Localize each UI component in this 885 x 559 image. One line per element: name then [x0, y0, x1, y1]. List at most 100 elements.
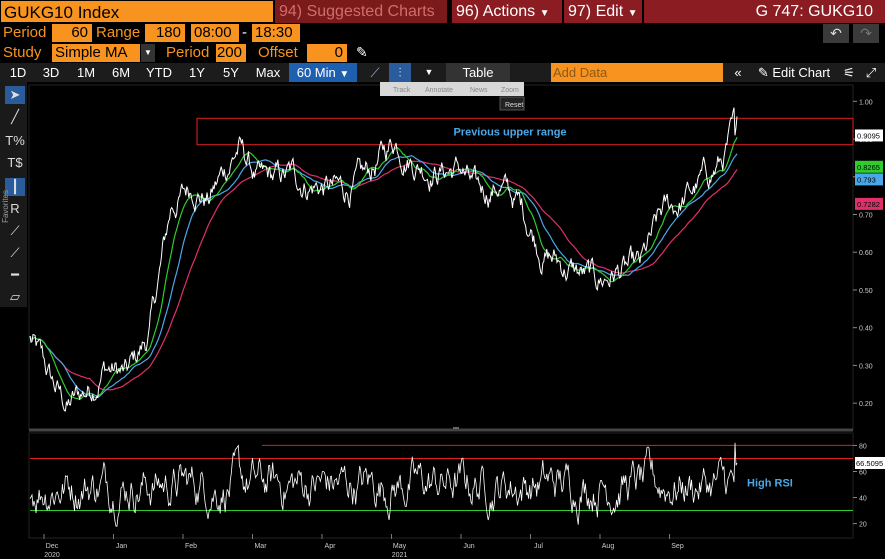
- edit-chart-label: Edit Chart: [772, 65, 831, 80]
- x-year-label: 2021: [392, 552, 408, 559]
- actions-menu[interactable]: 96) Actions ▼: [452, 0, 562, 23]
- horizontal-line-icon[interactable]: ━: [11, 267, 19, 282]
- settings-icon[interactable]: ⚟: [843, 65, 855, 80]
- rsi-tag-label: 66.5095: [856, 459, 883, 468]
- suggested-charts-menu[interactable]: 94) Suggested Charts: [275, 0, 447, 23]
- chart-type-chevron-down-icon[interactable]: ▼: [424, 67, 434, 77]
- actions-label: Actions: [482, 3, 536, 20]
- add-data-input[interactable]: Add Data: [551, 63, 723, 82]
- news-button[interactable]: News: [470, 87, 488, 94]
- edit-num: 97): [568, 3, 592, 20]
- rsi-tick-label: 20: [859, 522, 867, 529]
- chart-grid: [30, 444, 853, 512]
- study-period-input[interactable]: 200: [216, 44, 246, 62]
- reset-button[interactable]: Reset: [505, 102, 523, 109]
- price-tag-label: 0.8265: [857, 163, 880, 172]
- range-max-button[interactable]: Max: [255, 65, 281, 80]
- zoom-button[interactable]: Zoom: [501, 87, 519, 94]
- price-tag-label: 0.7282: [857, 200, 880, 209]
- ticker-input[interactable]: GUKG10 Index: [0, 0, 274, 23]
- line-chart-icon[interactable]: ⟋: [370, 65, 380, 80]
- price-tick-label: 0.70: [859, 213, 873, 220]
- actions-num: 96): [456, 3, 480, 20]
- ruler-icon[interactable]: ▱: [10, 289, 20, 304]
- interval-select[interactable]: 60 Min ▼: [289, 63, 357, 82]
- x-tick-label: Dec: [46, 543, 59, 550]
- price-tag-box: [855, 160, 883, 173]
- x-tick-label: Jul: [534, 543, 543, 550]
- offset-input[interactable]: 0: [307, 44, 347, 62]
- price-tag-box: [855, 197, 883, 210]
- chart-area[interactable]: Track Annotate News Zoom Reset Previous …: [27, 82, 885, 559]
- study-chevron-down-icon[interactable]: ▼: [141, 44, 155, 62]
- study-period-label: Period: [166, 44, 210, 61]
- chart-toolbar: 1D 3D 1M 6M YTD 1Y 5Y Max 60 Min ▼ ⟋ ⫶ ▼…: [0, 63, 885, 82]
- x-tick-label: May: [393, 543, 407, 550]
- range-input[interactable]: 180: [145, 24, 185, 42]
- page-title: G 747: GUKG10: [644, 0, 885, 23]
- trend-line-icon[interactable]: ⟋: [10, 223, 20, 238]
- rsi-tick-label: 60: [859, 469, 867, 476]
- time-start-input[interactable]: 08:00: [191, 24, 239, 42]
- x-year-label: 2020: [44, 552, 60, 559]
- edit-menu[interactable]: 97) Edit ▼: [564, 0, 642, 23]
- percent-tool-icon[interactable]: T%: [5, 133, 25, 148]
- price-tick-label: 0.20: [859, 401, 873, 408]
- range-1y-button[interactable]: 1Y: [189, 65, 205, 80]
- range-box-label: Previous upper range: [453, 127, 566, 139]
- x-tick-label: Aug: [602, 543, 615, 550]
- price-tag-box: [855, 173, 883, 186]
- edit-label: Edit: [595, 3, 624, 20]
- collapse-chevrons-icon[interactable]: «: [734, 65, 742, 80]
- rsi-annotation-label: High RSI: [747, 478, 793, 490]
- range-label: Range: [96, 24, 141, 41]
- x-tick-label: Jan: [116, 543, 127, 550]
- price-tick-label: 0.30: [859, 363, 873, 370]
- previous-upper-range-box: Previous upper range: [196, 117, 854, 146]
- study-select[interactable]: Simple MA: [52, 44, 140, 62]
- price-chart-svg[interactable]: Track Annotate News Zoom Reset Previous …: [27, 82, 885, 559]
- price-line: [29, 107, 738, 412]
- price-tag-box: [855, 129, 883, 142]
- range-1m-button[interactable]: 1M: [76, 65, 96, 80]
- pointer-icon[interactable]: ➤: [5, 86, 25, 104]
- bar-chart-icon[interactable]: ⫶: [389, 63, 411, 82]
- track-button[interactable]: Track: [393, 87, 411, 94]
- pencil-icon[interactable]: ✎: [356, 44, 368, 60]
- x-tick-label: Sep: [671, 543, 684, 550]
- table-button[interactable]: Table: [446, 63, 510, 82]
- actions-chevron-icon: ▼: [539, 8, 550, 19]
- x-tick-label: Mar: [254, 543, 267, 550]
- dollar-tool-icon[interactable]: T$: [7, 155, 23, 170]
- rsi-tag-box: [855, 456, 885, 469]
- period-label: Period: [3, 24, 47, 41]
- price-tick-label: 1.00: [859, 99, 873, 106]
- expand-icon[interactable]: ⤢: [865, 65, 877, 80]
- channel-icon[interactable]: ⟋: [10, 245, 20, 260]
- chart-axes: 1.000.900.800.700.600.500.400.300.208060…: [43, 99, 873, 559]
- redo-icon[interactable]: ↷: [853, 24, 879, 43]
- interval-label: 60 Min: [296, 65, 336, 80]
- range-3d-button[interactable]: 3D: [42, 65, 60, 80]
- line-draw-icon[interactable]: ╱: [11, 109, 19, 124]
- retracement-icon[interactable]: R: [10, 201, 20, 216]
- range-box-rect: [196, 117, 854, 146]
- annotate-button[interactable]: Annotate: [425, 87, 453, 94]
- range-ytd-button[interactable]: YTD: [146, 65, 172, 80]
- range-1d-button[interactable]: 1D: [9, 65, 27, 80]
- period-input[interactable]: 60: [52, 24, 92, 42]
- price-tick-label: 0.40: [859, 326, 873, 333]
- range-6m-button[interactable]: 6M: [111, 65, 131, 80]
- undo-icon[interactable]: ↶: [823, 24, 849, 43]
- drawing-tools-sidebar: ➤ ╱ T% T$ ┃ R ⟋ ⟋ ━ ▱: [0, 82, 30, 307]
- price-tag-label: 0.9095: [857, 131, 880, 140]
- rsi-tick-label: 80: [859, 443, 867, 450]
- vertical-line-icon[interactable]: ┃: [5, 178, 25, 196]
- time-end-input[interactable]: 18:30: [252, 24, 300, 42]
- chart-series: High RSI: [29, 107, 793, 527]
- price-tags: 0.9095 0.8265 0.793 0.7282 66.5095: [855, 129, 885, 469]
- rsi-tick-label: 40: [859, 496, 867, 503]
- range-5y-button[interactable]: 5Y: [223, 65, 239, 80]
- suggested-num: 94): [279, 3, 303, 20]
- edit-chart-button[interactable]: ✎ Edit Chart: [752, 63, 836, 82]
